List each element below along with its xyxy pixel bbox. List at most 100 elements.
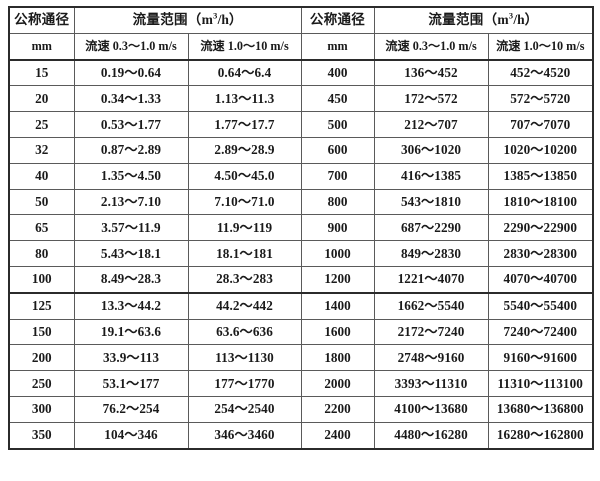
table-row: 150 19.1～63.6 63.6～636 1600 2172～7240 7240～72…: [8, 318, 594, 346]
cell-flow-low-right: 4480～16280: [373, 421, 489, 450]
subheader-unit-mm-right: mm: [300, 32, 375, 61]
cell-flow-high-left: 2.89～28.9: [187, 136, 302, 164]
cell-flow-low-right: 416～1385: [373, 162, 489, 190]
table-body: 公称通径 流量范围（m3/h） 公称通径 流量范围（m3/h） mm 流速 0.…: [8, 6, 594, 450]
header-flow-range-left-prefix: 流量范围（m: [132, 12, 214, 28]
cell-flow-high-right: 572～5720: [487, 85, 594, 113]
cell-flow-high-right: 452～4520: [487, 59, 594, 87]
cell-flow-high-right: 13680～136800: [487, 395, 594, 423]
cell-dn-right: 400: [300, 59, 375, 87]
cell-dn-right: 2000: [300, 370, 375, 397]
header-flow-range-right: 流量范围（m3/h）: [373, 6, 594, 34]
cell-flow-low-right: 849～2830: [373, 240, 489, 267]
cell-flow-low-left: 13.3～44.2: [73, 291, 189, 320]
cell-flow-high-right: 1810～18100: [487, 188, 594, 216]
subheader-unit-mm-left: mm: [8, 32, 75, 61]
cell-dn-left: 200: [8, 344, 75, 372]
cell-flow-low-left: 76.2～254: [73, 395, 189, 423]
cell-flow-high-left: 44.2～442: [187, 291, 302, 320]
cell-flow-high-right: 2290～22900: [487, 214, 594, 242]
cell-dn-right: 700: [300, 162, 375, 190]
cell-flow-low-right: 306～1020: [373, 136, 489, 164]
cell-flow-high-right: 9160～91600: [487, 344, 594, 372]
cell-dn-left: 350: [8, 421, 75, 450]
header-flow-range-right-suffix: /h）: [513, 12, 539, 28]
cell-dn-right: 500: [300, 111, 375, 138]
cell-flow-low-left: 3.57～11.9: [73, 214, 189, 242]
cell-dn-left: 100: [8, 265, 75, 294]
cell-flow-low-right: 687～2290: [373, 214, 489, 242]
cell-dn-left: 300: [8, 395, 75, 423]
cell-flow-low-left: 2.13～7.10: [73, 188, 189, 216]
cell-flow-high-left: 177～1770: [187, 370, 302, 397]
table-row: 40 1.35～4.50 4.50～45.0 700 416～1385 1385～1385…: [8, 162, 594, 190]
cell-flow-high-left: 28.3～283: [187, 265, 302, 294]
cell-flow-high-right: 1385～13850: [487, 162, 594, 190]
table-row: 100 8.49～28.3 28.3～283 1200 1221～4070 4070～40…: [8, 265, 594, 294]
cell-dn-right: 2400: [300, 421, 375, 450]
cell-flow-low-left: 19.1～63.6: [73, 318, 189, 346]
cell-flow-low-left: 8.49～28.3: [73, 265, 189, 294]
cell-dn-right: 1400: [300, 291, 375, 320]
cell-dn-left: 80: [8, 240, 75, 267]
cell-flow-low-right: 1662～5540: [373, 291, 489, 320]
cell-flow-high-left: 346～3460: [187, 421, 302, 450]
cell-dn-left: 25: [8, 111, 75, 138]
table-row: 65 3.57～11.9 11.9～119 900 687～2290 2290～22900: [8, 214, 594, 242]
cell-flow-high-left: 18.1～181: [187, 240, 302, 267]
cell-flow-low-right: 4100～13680: [373, 395, 489, 423]
cell-dn-left: 250: [8, 370, 75, 397]
cell-flow-high-left: 254～2540: [187, 395, 302, 423]
flow-rate-table: 公称通径 流量范围（m3/h） 公称通径 流量范围（m3/h） mm 流速 0.…: [8, 6, 595, 450]
cell-flow-high-left: 7.10～71.0: [187, 188, 302, 216]
cell-flow-high-right: 1020～10200: [487, 136, 594, 164]
cell-dn-right: 900: [300, 214, 375, 242]
table-row: 25 0.53～1.77 1.77～17.7 500 212～707 707～7070: [8, 111, 594, 138]
cell-flow-low-right: 2172～7240: [373, 318, 489, 346]
table-row: 32 0.87～2.89 2.89～28.9 600 306～1020 1020～1020…: [8, 136, 594, 164]
cell-dn-right: 1200: [300, 265, 375, 294]
cell-dn-left: 15: [8, 59, 75, 87]
table-row: 200 33.9～113 113～1130 1800 2748～9160 9160～916…: [8, 344, 594, 372]
cell-flow-high-right: 4070～40700: [487, 265, 594, 294]
cell-flow-high-right: 5540～55400: [487, 291, 594, 320]
cell-flow-low-left: 0.19～0.64: [73, 59, 189, 87]
cell-dn-right: 2200: [300, 395, 375, 423]
cell-flow-low-left: 5.43～18.1: [73, 240, 189, 267]
header-nominal-diameter-left: 公称通径: [8, 6, 75, 34]
subheader-velocity-high-left: 流速 1.0～10 m/s: [187, 32, 302, 61]
header-row-top: 公称通径 流量范围（m3/h） 公称通径 流量范围（m3/h）: [8, 6, 594, 34]
subheader-velocity-low-right: 流速 0.3～1.0 m/s: [373, 32, 489, 61]
cell-flow-high-left: 1.77～17.7: [187, 111, 302, 138]
table-row: 15 0.19～0.64 0.64～6.4 400 136～452 452～4520: [8, 59, 594, 87]
cell-flow-high-right: 2830～28300: [487, 240, 594, 267]
cell-flow-high-left: 4.50～45.0: [187, 162, 302, 190]
cell-flow-low-right: 2748～9160: [373, 344, 489, 372]
cell-flow-high-right: 16280～162800: [487, 421, 594, 450]
header-flow-range-right-sup: 3: [508, 11, 514, 21]
cell-flow-low-left: 33.9～113: [73, 344, 189, 372]
cell-flow-low-left: 1.35～4.50: [73, 162, 189, 190]
header-flow-range-left: 流量范围（m3/h）: [73, 6, 302, 34]
cell-dn-right: 450: [300, 85, 375, 113]
cell-dn-left: 65: [8, 214, 75, 242]
table-row: 80 5.43～18.1 18.1～181 1000 849～2830 2830～2830…: [8, 240, 594, 267]
cell-flow-low-left: 0.34～1.33: [73, 85, 189, 113]
cell-dn-right: 600: [300, 136, 375, 164]
header-flow-range-left-suffix: /h）: [217, 12, 243, 28]
cell-flow-low-right: 136～452: [373, 59, 489, 87]
subheader-velocity-low-left: 流速 0.3～1.0 m/s: [73, 32, 189, 61]
cell-dn-left: 125: [8, 291, 75, 320]
cell-flow-high-left: 63.6～636: [187, 318, 302, 346]
cell-flow-high-left: 11.9～119: [187, 214, 302, 242]
table-row: 250 53.1～177 177～1770 2000 3393～11310 11310～1…: [8, 370, 594, 397]
table-row: 350 104～346 346～3460 2400 4480～16280 16280～16…: [8, 421, 594, 450]
table-row: 20 0.34～1.33 1.13～11.3 450 172～572 572～5720: [8, 85, 594, 113]
cell-flow-high-right: 707～7070: [487, 111, 594, 138]
cell-dn-right: 1600: [300, 318, 375, 346]
cell-flow-low-left: 0.53～1.77: [73, 111, 189, 138]
cell-flow-high-left: 1.13～11.3: [187, 85, 302, 113]
table-row: 50 2.13～7.10 7.10～71.0 800 543～1810 1810～1810…: [8, 188, 594, 216]
cell-flow-low-right: 172～572: [373, 85, 489, 113]
